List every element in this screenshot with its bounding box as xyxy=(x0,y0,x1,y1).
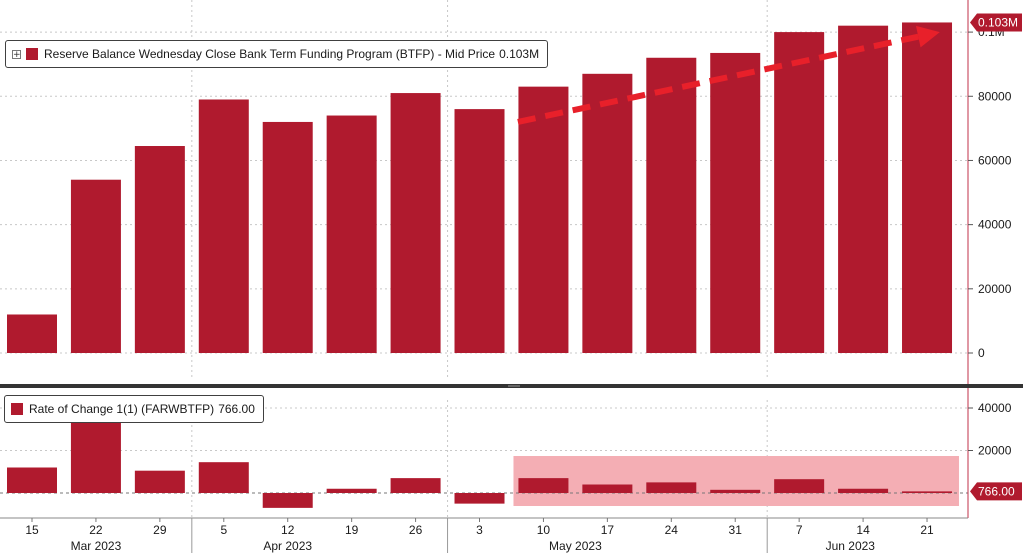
bottom-bar xyxy=(7,467,57,493)
plus-box-icon[interactable]: + xyxy=(12,49,21,60)
x-tick-label: 17 xyxy=(601,523,615,537)
top-bar xyxy=(134,146,185,353)
x-tick-label: 21 xyxy=(920,523,934,537)
x-tick-label: 29 xyxy=(153,523,167,537)
top-bar xyxy=(390,93,441,354)
top-bar xyxy=(518,86,569,354)
top-bar xyxy=(7,314,57,353)
bottom-bar xyxy=(134,470,185,493)
top-bar xyxy=(838,25,889,353)
bottom-bar xyxy=(262,493,313,508)
x-tick-label: 3 xyxy=(476,523,483,537)
top-y-tick-label: 60000 xyxy=(978,153,1012,167)
x-tick-label: 14 xyxy=(856,523,870,537)
legend-top-label: Reserve Balance Wednesday Close Bank Ter… xyxy=(44,47,496,61)
bottom-y-tick-label: 40000 xyxy=(978,401,1012,415)
x-tick-label: 24 xyxy=(665,523,679,537)
top-bar xyxy=(326,115,377,353)
bottom-bar xyxy=(390,478,441,493)
x-tick-label: 10 xyxy=(537,523,551,537)
legend-top[interactable]: + Reserve Balance Wednesday Close Bank T… xyxy=(5,40,549,68)
top-last-value-label: 0.103M xyxy=(978,15,1018,29)
legend-bottom-value: 766.00 xyxy=(218,402,255,416)
bottom-bar xyxy=(774,479,825,493)
top-bar xyxy=(774,32,825,353)
trend-arrow-head xyxy=(915,25,940,48)
x-tick-label: 12 xyxy=(281,523,295,537)
bottom-bar xyxy=(838,488,889,493)
top-bar xyxy=(262,121,313,353)
top-y-tick-label: 80000 xyxy=(978,89,1012,103)
bottom-bar xyxy=(454,493,505,504)
top-bar xyxy=(582,73,633,354)
bottom-bar xyxy=(518,478,569,493)
x-month-label: Jun 2023 xyxy=(826,539,876,553)
highlight-region xyxy=(513,456,959,506)
x-tick-label: 31 xyxy=(729,523,743,537)
top-y-tick-label: 40000 xyxy=(978,218,1012,232)
bottom-bar xyxy=(326,488,377,493)
bottom-bar xyxy=(710,489,761,493)
bottom-bar xyxy=(198,462,249,493)
top-bar xyxy=(70,179,121,353)
x-tick-label: 22 xyxy=(89,523,103,537)
legend-bottom-swatch xyxy=(11,403,23,415)
x-tick-label: 5 xyxy=(220,523,227,537)
legend-top-swatch xyxy=(26,48,38,60)
bottom-bar xyxy=(646,482,697,493)
bottom-last-value-label: 766.00 xyxy=(978,484,1015,498)
x-month-label: Apr 2023 xyxy=(263,539,312,553)
top-bar xyxy=(454,109,505,353)
top-bar xyxy=(710,52,761,353)
bottom-bar xyxy=(70,422,121,493)
x-month-label: May 2023 xyxy=(549,539,602,553)
bottom-y-tick-label: 20000 xyxy=(978,444,1012,458)
legend-bottom-label: Rate of Change 1(1) (FARWBTFP) xyxy=(29,402,215,416)
top-bar xyxy=(902,22,953,354)
top-y-tick-label: 20000 xyxy=(978,282,1012,296)
bottom-bar xyxy=(582,484,633,493)
top-y-tick-label: 0 xyxy=(978,346,985,360)
top-bar xyxy=(198,99,249,354)
bottom-bar xyxy=(902,491,953,493)
x-tick-label: 19 xyxy=(345,523,359,537)
x-tick-label: 15 xyxy=(25,523,39,537)
legend-bottom[interactable]: Rate of Change 1(1) (FARWBTFP) 766.00 xyxy=(4,395,264,423)
top-bar xyxy=(646,57,697,353)
top-last-value-tag xyxy=(970,13,1022,32)
trend-arrow-line xyxy=(517,33,919,125)
x-tick-label: 7 xyxy=(796,523,803,537)
legend-top-value: 0.103M xyxy=(499,47,540,61)
x-month-label: Mar 2023 xyxy=(71,539,122,553)
bottom-last-value-tag xyxy=(970,482,1022,501)
x-tick-label: 26 xyxy=(409,523,423,537)
